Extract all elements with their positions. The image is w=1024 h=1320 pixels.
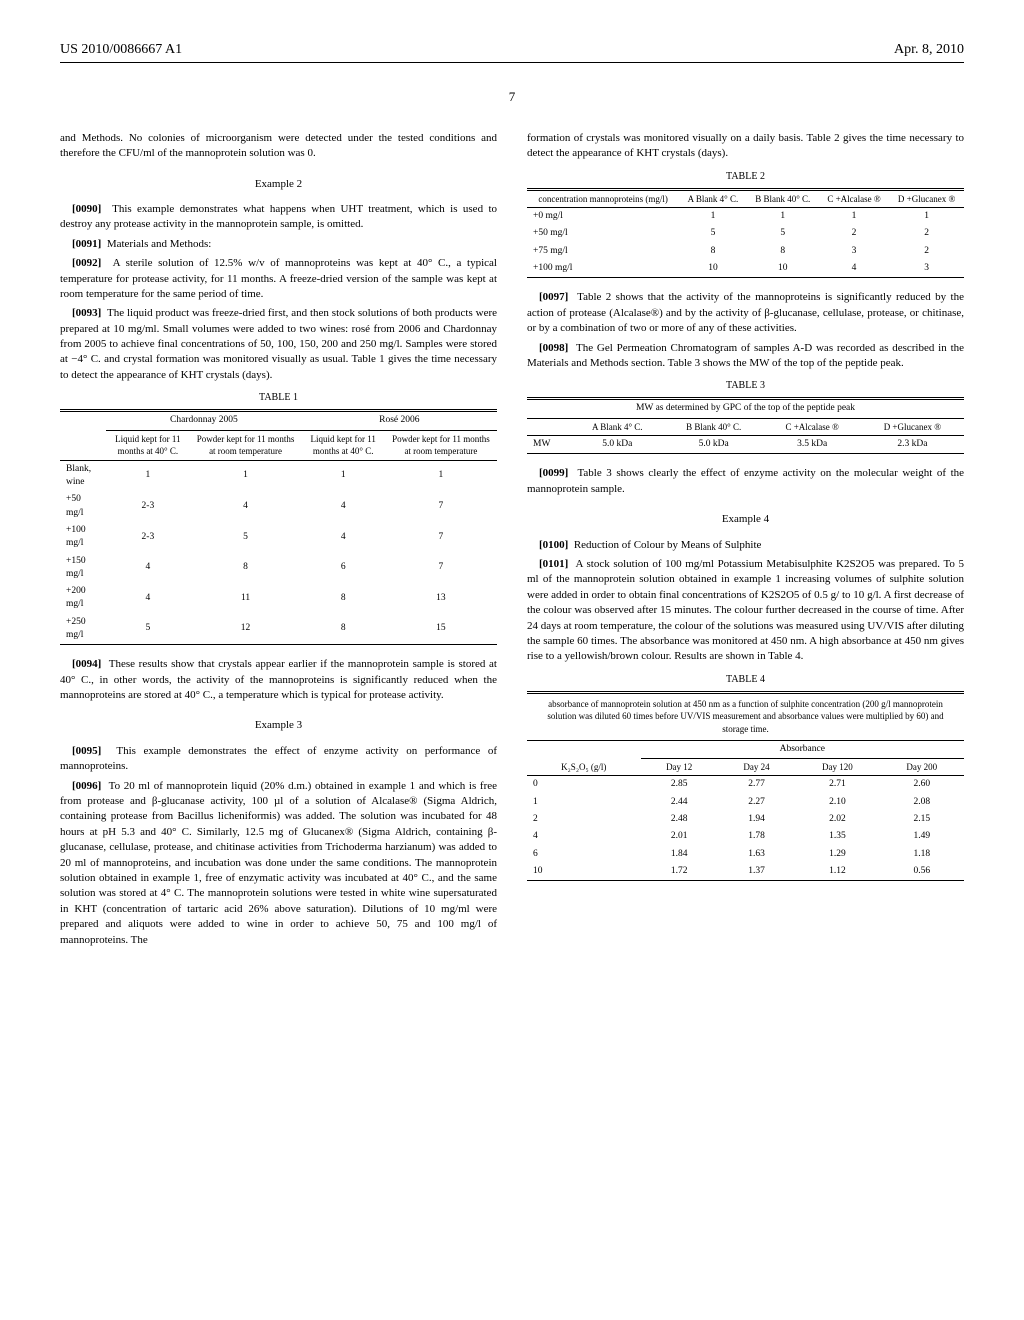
table-row: 101.721.371.120.56 xyxy=(527,863,964,881)
table-row: +150 mg/l4867 xyxy=(60,553,497,584)
para-0100: [0100] Reduction of Colour by Means of S… xyxy=(527,538,964,553)
table-2: TABLE 2 concentration mannoproteins (mg/… xyxy=(527,170,964,279)
table-4: TABLE 4 absorbance of mannoprotein solut… xyxy=(527,673,964,881)
table-2-body: +0 mg/l1111+50 mg/l5522+75 mg/l8832+100 … xyxy=(527,208,964,278)
table-row: 22.481.942.022.15 xyxy=(527,811,964,828)
right-column: formation of crystals was monitored visu… xyxy=(527,131,964,952)
para-0096: [0096] To 20 ml of mannoprotein liquid (… xyxy=(60,779,497,948)
para-0090: [0090] This example demonstrates what ha… xyxy=(60,202,497,233)
doc-id: US 2010/0086667 A1 xyxy=(60,40,182,60)
content-columns: and Methods. No colonies of microorganis… xyxy=(60,131,964,952)
table-row: 12.442.272.102.08 xyxy=(527,794,964,811)
table-1-body: Blank, wine1111+50 mg/l2-3447+100 mg/l2-… xyxy=(60,460,497,645)
page-number: 7 xyxy=(60,88,964,106)
example-3-title: Example 3 xyxy=(60,718,497,733)
example-2-title: Example 2 xyxy=(60,177,497,192)
table-3: TABLE 3 MW as determined by GPC of the t… xyxy=(527,379,964,454)
para-0098: [0098] The Gel Permeation Chromatogram o… xyxy=(527,341,964,372)
table-1-caption: TABLE 1 xyxy=(60,391,497,405)
para-0094: [0094] These results show that crystals … xyxy=(60,657,497,703)
para-0095: [0095] This example demonstrates the eff… xyxy=(60,744,497,775)
table-row: +50 mg/l2-3447 xyxy=(60,491,497,522)
table-row: MW 5.0 kDa 5.0 kDa 3.5 kDa 2.3 kDa xyxy=(527,436,964,454)
table-row: +250 mg/l512815 xyxy=(60,614,497,645)
table-3-caption: TABLE 3 xyxy=(527,379,964,393)
table-row: Blank, wine1111 xyxy=(60,460,497,491)
table-row: 61.841.631.291.18 xyxy=(527,846,964,863)
para-0097: [0097] Table 2 shows that the activity o… xyxy=(527,290,964,336)
table-row: +75 mg/l8832 xyxy=(527,243,964,260)
table-1: TABLE 1 Chardonnay 2005 Rosé 2006 Liquid… xyxy=(60,391,497,645)
table-2-caption: TABLE 2 xyxy=(527,170,964,184)
example-4-title: Example 4 xyxy=(527,512,964,527)
para-0099: [0099] Table 3 shows clearly the effect … xyxy=(527,466,964,497)
table-4-body: 02.852.772.712.6012.442.272.102.0822.481… xyxy=(527,776,964,881)
doc-date: Apr. 8, 2010 xyxy=(894,40,964,60)
para-0091: [0091] Materials and Methods: xyxy=(60,237,497,252)
table-row: +100 mg/l2-3547 xyxy=(60,522,497,553)
para-0092: [0092] A sterile solution of 12.5% w/v o… xyxy=(60,256,497,302)
para-0093: [0093] The liquid product was freeze-dri… xyxy=(60,306,497,383)
para-0101: [0101] A stock solution of 100 mg/ml Pot… xyxy=(527,557,964,665)
table-row: +200 mg/l411813 xyxy=(60,583,497,614)
left-column: and Methods. No colonies of microorganis… xyxy=(60,131,497,952)
table-row: 42.011.781.351.49 xyxy=(527,828,964,845)
page-header: US 2010/0086667 A1 Apr. 8, 2010 xyxy=(60,40,964,63)
table-4-caption: TABLE 4 xyxy=(527,673,964,687)
intro-text: and Methods. No colonies of microorganis… xyxy=(60,131,497,162)
table-row: +100 mg/l101043 xyxy=(527,260,964,278)
table-row: +0 mg/l1111 xyxy=(527,208,964,226)
table-row: 02.852.772.712.60 xyxy=(527,776,964,794)
table-row: +50 mg/l5522 xyxy=(527,225,964,242)
col2-intro: formation of crystals was monitored visu… xyxy=(527,131,964,162)
